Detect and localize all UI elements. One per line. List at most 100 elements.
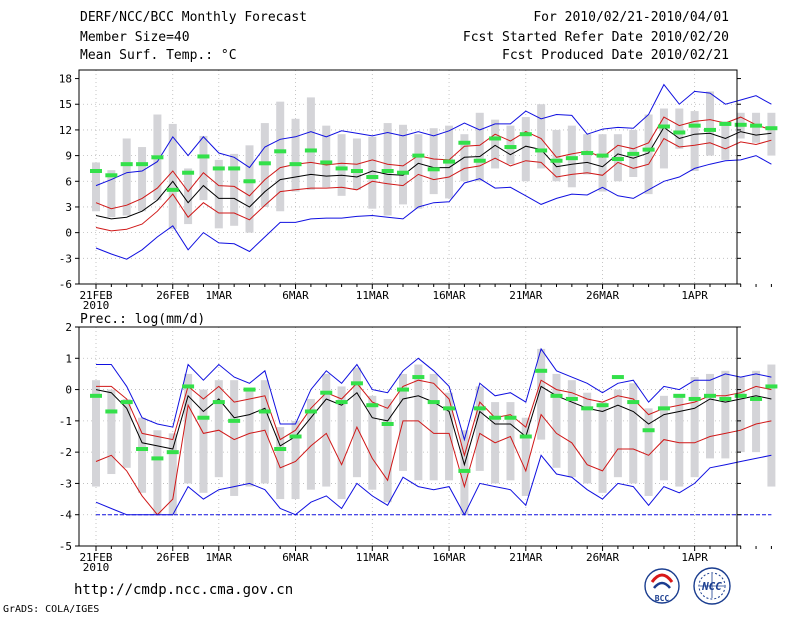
precip-member-mark bbox=[243, 387, 256, 392]
temp-member-mark bbox=[489, 136, 502, 141]
temp-spread-box bbox=[168, 123, 177, 230]
precip-member-mark bbox=[304, 409, 317, 414]
temp-spread-box bbox=[245, 145, 254, 233]
temp-member-mark bbox=[519, 132, 532, 137]
temp-member-mark bbox=[412, 153, 425, 158]
temp-member-mark bbox=[228, 166, 241, 171]
precip-member-mark bbox=[274, 447, 287, 452]
precip-series-lower_inner bbox=[95, 403, 772, 516]
temp-ytick-label: 6 bbox=[65, 175, 72, 188]
fcst-started-date: Fcst Started Refer Date 2010/02/20 bbox=[462, 30, 729, 45]
precip-member-mark bbox=[473, 406, 486, 411]
temp-member-mark bbox=[657, 124, 670, 129]
temp-member-mark bbox=[719, 121, 732, 126]
source-url[interactable]: http://cmdp.ncc.cma.gov.cn bbox=[74, 582, 294, 598]
temp-ytick-label: 15 bbox=[59, 98, 72, 111]
precip-xtick-label: 1APR bbox=[681, 551, 708, 564]
temp-spread-box bbox=[506, 125, 515, 165]
temp-member-mark bbox=[335, 166, 348, 171]
precip-spread-box bbox=[153, 430, 162, 515]
temp-spread-box bbox=[767, 112, 776, 156]
precip-spread-box bbox=[445, 392, 454, 481]
precip-member-mark bbox=[397, 387, 409, 392]
temp-member-mark bbox=[166, 187, 179, 192]
precip-spread-box bbox=[506, 402, 515, 481]
precip-spread-box bbox=[383, 398, 392, 503]
temp-member-mark bbox=[581, 151, 594, 156]
temp-spread-box bbox=[552, 129, 561, 182]
chart-title: DERF/NCC/BCC Monthly Forecast bbox=[80, 10, 307, 25]
precip-spread-box bbox=[475, 386, 484, 471]
temp-spread-box bbox=[92, 162, 100, 212]
temp-spread-box bbox=[291, 118, 300, 192]
svg-text:NCC: NCC bbox=[701, 580, 722, 593]
precip-member-mark bbox=[657, 406, 670, 411]
temp-member-mark bbox=[258, 161, 271, 166]
precip-member-mark bbox=[611, 375, 624, 380]
precip-series-lower_outer bbox=[95, 454, 772, 516]
temp-series-lower_outer bbox=[95, 155, 772, 260]
temp-member-mark bbox=[473, 158, 486, 163]
precip-ytick-label: 0 bbox=[65, 384, 72, 397]
fcst-produced-date: Fcst Produced Date 2010/02/21 bbox=[502, 48, 729, 63]
temp-spread-box bbox=[706, 91, 714, 156]
precip-spread-box bbox=[706, 373, 714, 459]
temp-spread-box bbox=[399, 124, 407, 205]
temp-spread-box bbox=[414, 134, 423, 209]
precip-series-upper_inner bbox=[96, 379, 772, 458]
precip-spread-box bbox=[521, 417, 530, 496]
temp-member-mark bbox=[750, 123, 763, 128]
temp-spread-box bbox=[276, 101, 285, 212]
precip-spread-box bbox=[245, 389, 254, 487]
precip-member-mark bbox=[350, 381, 363, 386]
grads-credit: GrADS: COLA/IGES bbox=[3, 604, 100, 615]
temp-member-mark bbox=[550, 158, 563, 163]
temp-spread-box bbox=[230, 153, 239, 226]
precip-spread-box bbox=[122, 398, 131, 468]
precip-member-mark bbox=[565, 396, 578, 401]
precip-member-mark bbox=[335, 400, 348, 405]
precip-member-mark bbox=[581, 406, 594, 411]
temp-spread-box bbox=[337, 134, 346, 196]
precip-member-mark bbox=[289, 434, 302, 439]
temp-spread-box bbox=[122, 138, 131, 216]
ncc-logo-icon: NCC bbox=[693, 567, 731, 605]
precip-spread-box bbox=[138, 417, 147, 493]
temp-member-mark bbox=[350, 169, 363, 174]
precip-ytick-label: 1 bbox=[65, 352, 72, 365]
temp-spread-box bbox=[368, 136, 377, 209]
precip-ytick-label: -4 bbox=[59, 509, 73, 522]
precip-xtick-label: 21MAR bbox=[509, 551, 542, 564]
precip-spread-box bbox=[337, 386, 346, 500]
precip-spread-box bbox=[322, 373, 331, 487]
precip-member-mark bbox=[443, 406, 456, 411]
precip-xtick-label: 11MAR bbox=[356, 551, 389, 564]
precip-spread-box bbox=[92, 380, 100, 487]
precip-spread-box bbox=[752, 370, 761, 453]
precip-ytick-label: -1 bbox=[59, 415, 72, 428]
precip-spread-box bbox=[429, 373, 438, 481]
temp-member-mark bbox=[504, 145, 517, 150]
temp-member-mark bbox=[704, 127, 716, 132]
temp-member-mark bbox=[197, 154, 210, 159]
temp-spread-box bbox=[475, 112, 484, 182]
precip-spread-box bbox=[184, 373, 193, 484]
precip-spread-box bbox=[107, 389, 116, 475]
temp-spread-box bbox=[598, 134, 607, 192]
precip-member-mark bbox=[550, 393, 563, 398]
precip-spread-box bbox=[230, 380, 239, 496]
temp-ytick-label: 0 bbox=[65, 227, 72, 240]
temp-member-mark bbox=[381, 169, 394, 174]
temp-series-lower_inner bbox=[95, 137, 772, 232]
precip-spread-box bbox=[306, 398, 315, 490]
precip-member-mark bbox=[765, 384, 778, 389]
precip-spread-box bbox=[214, 380, 223, 478]
temp-spread-box bbox=[199, 135, 208, 201]
precip-member-mark bbox=[596, 403, 609, 408]
temp-xtick-label: 11MAR bbox=[356, 289, 389, 302]
precip-member-mark bbox=[182, 384, 195, 389]
precip-member-mark bbox=[427, 400, 440, 405]
temp-spread-box bbox=[184, 168, 193, 225]
precip-xtick-label: 1MAR bbox=[206, 551, 233, 564]
